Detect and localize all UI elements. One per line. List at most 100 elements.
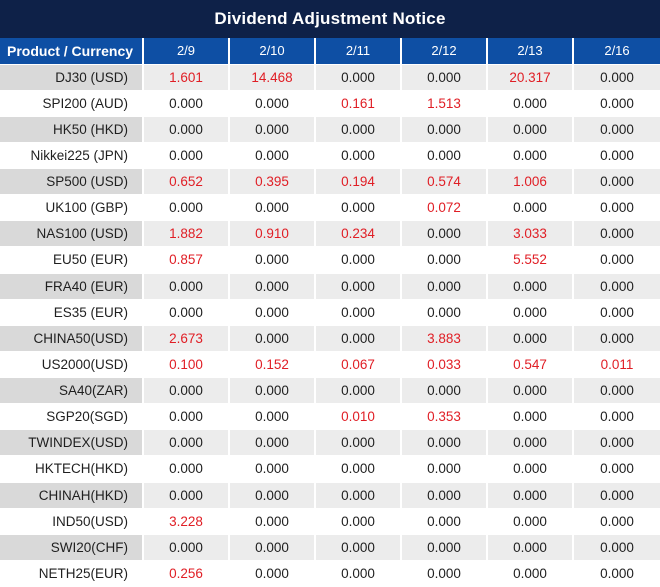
value-cell: 3.033 xyxy=(487,220,574,248)
value-cell: 0.000 xyxy=(143,299,230,326)
value-cell: 0.000 xyxy=(401,116,488,143)
value-cell: 0.000 xyxy=(401,429,488,457)
value-cell: 0.000 xyxy=(315,64,402,91)
value-cell: 0.011 xyxy=(573,351,660,379)
value-cell: 0.000 xyxy=(401,142,488,170)
value-cell: 0.161 xyxy=(315,90,402,117)
value-cell: 1.513 xyxy=(401,90,488,117)
product-cell: HKTECH(HKD) xyxy=(0,455,144,483)
value-cell: 0.000 xyxy=(315,299,402,326)
value-cell: 0.072 xyxy=(401,194,488,222)
value-cell: 0.000 xyxy=(143,377,230,405)
table-row: IND50(USD) 3.228 0.000 0.000 0.000 0.000 0.000 xyxy=(0,508,660,535)
value-cell: 14.468 xyxy=(229,64,316,91)
value-cell: 0.000 xyxy=(487,534,574,561)
value-cell: 0.000 xyxy=(315,377,402,405)
value-cell: 0.000 xyxy=(487,142,574,170)
value-cell: 0.000 xyxy=(573,168,660,196)
value-cell: 0.000 xyxy=(573,194,660,222)
product-cell: US2000(USD) xyxy=(0,351,144,379)
table-row: NAS100 (USD) 1.882 0.910 0.234 0.000 3.033 0.0… xyxy=(0,220,660,248)
table-row: US2000(USD) 0.100 0.152 0.067 0.033 0.547 0.01… xyxy=(0,351,660,379)
value-cell: 0.574 xyxy=(401,168,488,196)
value-cell: 0.000 xyxy=(487,273,574,300)
value-cell: 0.652 xyxy=(143,168,230,196)
product-cell: EU50 (EUR) xyxy=(0,246,144,274)
value-cell: 0.000 xyxy=(401,273,488,300)
value-cell: 0.000 xyxy=(229,455,316,483)
column-header-date-4: 2/13 xyxy=(487,38,574,65)
value-cell: 0.000 xyxy=(573,429,660,457)
value-cell: 0.000 xyxy=(143,455,230,483)
value-cell: 0.000 xyxy=(401,246,488,274)
value-cell: 0.000 xyxy=(229,246,316,274)
value-cell: 0.000 xyxy=(143,116,230,143)
product-cell: IND50(USD) xyxy=(0,508,144,535)
value-cell: 0.000 xyxy=(487,482,574,509)
value-cell: 0.000 xyxy=(573,64,660,91)
value-cell: 0.000 xyxy=(573,90,660,117)
value-cell: 0.000 xyxy=(143,194,230,222)
value-cell: 0.000 xyxy=(573,403,660,431)
value-cell: 1.882 xyxy=(143,220,230,248)
value-cell: 0.000 xyxy=(229,377,316,405)
value-cell: 0.000 xyxy=(573,560,660,587)
value-cell: 0.000 xyxy=(315,273,402,300)
table-row: FRA40 (EUR) 0.000 0.000 0.000 0.000 0.000 0.00… xyxy=(0,273,660,300)
value-cell: 0.000 xyxy=(487,377,574,405)
value-cell: 0.000 xyxy=(487,403,574,431)
product-cell: UK100 (GBP) xyxy=(0,194,144,222)
value-cell: 0.000 xyxy=(573,508,660,535)
table-row: ES35 (EUR) 0.000 0.000 0.000 0.000 0.000 0.000 xyxy=(0,299,660,326)
value-cell: 0.000 xyxy=(573,220,660,248)
value-cell: 1.006 xyxy=(487,168,574,196)
value-cell: 0.000 xyxy=(573,273,660,300)
value-cell: 0.010 xyxy=(315,403,402,431)
value-cell: 0.000 xyxy=(487,325,574,352)
value-cell: 0.000 xyxy=(401,534,488,561)
value-cell: 0.857 xyxy=(143,246,230,274)
value-cell: 0.000 xyxy=(229,116,316,143)
value-cell: 0.000 xyxy=(573,534,660,561)
value-cell: 0.395 xyxy=(229,168,316,196)
value-cell: 0.000 xyxy=(229,142,316,170)
value-cell: 0.000 xyxy=(229,273,316,300)
value-cell: 0.000 xyxy=(573,142,660,170)
product-cell: SA40(ZAR) xyxy=(0,377,144,405)
value-cell: 0.000 xyxy=(573,455,660,483)
value-cell: 5.552 xyxy=(487,246,574,274)
value-cell: 0.000 xyxy=(143,273,230,300)
product-cell: SGP20(SGD) xyxy=(0,403,144,431)
value-cell: 1.601 xyxy=(143,64,230,91)
value-cell: 0.000 xyxy=(143,142,230,170)
value-cell: 0.000 xyxy=(229,508,316,535)
value-cell: 0.000 xyxy=(315,482,402,509)
value-cell: 0.000 xyxy=(229,299,316,326)
dividend-table: Product / Currency 2/9 2/10 2/11 2/12 2/13 2/… xyxy=(0,38,660,587)
product-cell: SP500 (USD) xyxy=(0,168,144,196)
value-cell: 0.000 xyxy=(229,403,316,431)
value-cell: 0.000 xyxy=(573,116,660,143)
value-cell: 0.000 xyxy=(143,534,230,561)
value-cell: 0.000 xyxy=(401,377,488,405)
table-row: EU50 (EUR) 0.857 0.000 0.000 0.000 5.552 0.000 xyxy=(0,246,660,274)
value-cell: 0.234 xyxy=(315,220,402,248)
value-cell: 0.910 xyxy=(229,220,316,248)
column-header-product-currency: Product / Currency xyxy=(0,38,144,65)
value-cell: 0.000 xyxy=(315,508,402,535)
table-row: DJ30 (USD) 1.601 14.468 0.000 0.000 20.317 0.0… xyxy=(0,64,660,91)
value-cell: 0.000 xyxy=(315,325,402,352)
product-cell: SWI20(CHF) xyxy=(0,534,144,561)
table-body: DJ30 (USD) 1.601 14.468 0.000 0.000 20.317 0.0… xyxy=(0,64,660,587)
value-cell: 0.033 xyxy=(401,351,488,379)
table-row: HKTECH(HKD) 0.000 0.000 0.000 0.000 0.000 0.00… xyxy=(0,455,660,483)
table-row: TWINDEX(USD) 0.000 0.000 0.000 0.000 0.000 0.0… xyxy=(0,429,660,457)
column-header-date-5: 2/16 xyxy=(573,38,660,65)
value-cell: 0.000 xyxy=(401,508,488,535)
value-cell: 0.000 xyxy=(315,560,402,587)
value-cell: 0.000 xyxy=(229,325,316,352)
product-cell: NETH25(EUR) xyxy=(0,560,144,587)
value-cell: 0.000 xyxy=(229,560,316,587)
value-cell: 0.000 xyxy=(315,534,402,561)
